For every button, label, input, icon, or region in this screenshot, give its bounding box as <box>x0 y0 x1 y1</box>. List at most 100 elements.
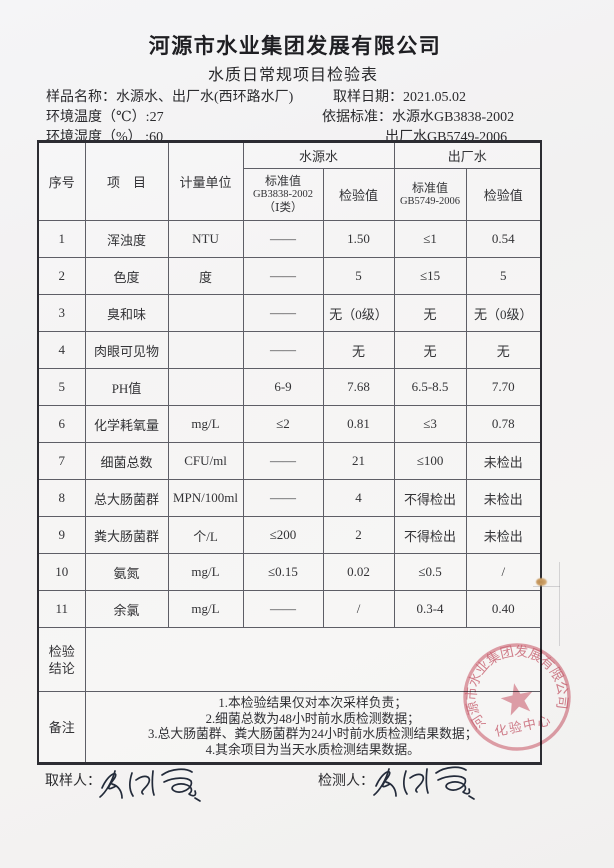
company-title: 河源市水业集团发展有限公司 <box>148 34 442 58</box>
sampler-handwritten-signature <box>99 768 201 802</box>
cell-source-check: 21 <box>322 442 395 480</box>
cell-seq: 2 <box>37 257 86 295</box>
cell-item: 细菌总数 <box>84 442 169 480</box>
cell-seq: 1 <box>37 220 86 258</box>
sampling-date-value: 2021.05.02 <box>403 90 466 105</box>
cell-outlet-check: 5 <box>465 257 542 295</box>
cell-source-check: 0.02 <box>322 553 395 591</box>
cell-source-standard: —— <box>242 294 324 332</box>
inspection-table: 序号 项 目 计量单位 水源水 出厂水 标准值 GB3838-2002 （Ⅰ类）… <box>37 140 543 765</box>
header-outlet-standard: 标准值 GB5749-2006 <box>393 168 467 221</box>
table-row: 6 化学耗氧量 mg/L ≤2 0.81 ≤3 0.78 <box>37 405 542 443</box>
sample-name-line: 样品名称：水源水、出厂水(西环路水厂) <box>46 86 293 106</box>
cell-item: 粪大肠菌群 <box>84 516 169 554</box>
cell-outlet-standard: 无 <box>393 294 467 332</box>
env-temperature-label: 环境温度（℃）: <box>46 110 150 125</box>
sample-name-label: 样品名称： <box>46 90 116 105</box>
stamp-star-icon <box>500 683 533 716</box>
cell-outlet-standard: 无 <box>393 331 467 369</box>
cell-source-standard: —— <box>242 331 324 369</box>
cell-seq: 9 <box>37 516 86 554</box>
standard-basis-label: 依据标准： <box>322 110 392 125</box>
stamp-ring-text-holder: 河源市水业集团发展有限公司 <box>453 634 574 733</box>
cell-unit <box>167 331 244 369</box>
cell-source-check: 0.81 <box>322 405 395 443</box>
source-standard-line2: GB3838-2002 <box>252 189 314 200</box>
table-sub-header-row: 标准值 GB3838-2002 （Ⅰ类） 检验值 标准值 GB5749-2006… <box>38 168 542 221</box>
cell-item: 总大肠菌群 <box>84 479 169 517</box>
cell-source-check: 无（0级） <box>322 294 395 332</box>
cell-source-check: 2 <box>322 516 395 554</box>
table-row: 1 浑浊度 NTU —— 1.50 ≤1 0.54 <box>37 220 542 258</box>
cell-source-standard: —— <box>242 590 324 628</box>
cell-item: 氨氮 <box>84 553 169 591</box>
sample-name-value: 水源水、出厂水(西环路水厂) <box>116 90 294 105</box>
cell-outlet-standard: 0.3-4 <box>393 590 467 628</box>
table-row: 4 肉眼可见物 —— 无 无 无 <box>37 331 542 369</box>
cell-outlet-standard: 不得检出 <box>393 516 467 554</box>
header-source-standard: 标准值 GB3838-2002 （Ⅰ类） <box>242 168 324 221</box>
conclusion-row: 检验 结论 <box>37 627 542 692</box>
cell-seq: 11 <box>37 590 86 628</box>
table-row: 11 余氯 mg/L —— / 0.3-4 0.40 <box>37 590 542 628</box>
cell-unit <box>167 368 244 406</box>
cell-unit: CFU/ml <box>167 442 244 480</box>
standard-basis-line: 依据标准：水源水GB3838-2002 <box>322 106 514 126</box>
cell-unit: MPN/100ml <box>167 479 244 517</box>
cell-unit <box>167 294 244 332</box>
source-standard-line1: 标准值 <box>264 174 301 188</box>
cell-source-standard: ≤200 <box>242 516 324 554</box>
cell-outlet-standard: ≤1 <box>393 220 467 258</box>
cell-outlet-standard: ≤100 <box>393 442 467 480</box>
remark-line: 2.细菌总数为48小时前水质检测数据； <box>205 711 420 726</box>
header-outlet-check-value: 检验值 <box>465 168 542 221</box>
header-item: 项 目 <box>84 141 169 221</box>
conclusion-label: 检验 结论 <box>37 627 86 692</box>
stamp-center-text: 化验中心 <box>493 712 553 739</box>
cell-source-standard: —— <box>242 479 324 517</box>
cell-source-check: 7.68 <box>322 368 395 406</box>
table-row: 7 细菌总数 CFU/ml —— 21 ≤100 未检出 <box>37 442 542 480</box>
cell-outlet-standard: 6.5-8.5 <box>393 368 467 406</box>
table-row: 3 臭和味 —— 无（0级） 无 无（0级） <box>37 294 542 332</box>
stamp-ring-text: 河源市水业集团发展有限公司 <box>453 634 574 733</box>
cell-outlet-standard: 不得检出 <box>393 479 467 517</box>
table-group-header-row: 序号 项 目 计量单位 水源水 出厂水 <box>37 141 542 221</box>
cell-source-check: 4 <box>322 479 395 517</box>
cell-seq: 5 <box>37 368 86 406</box>
cell-source-standard: ≤0.15 <box>242 553 324 591</box>
table-row: 8 总大肠菌群 MPN/100ml —— 4 不得检出 未检出 <box>37 479 542 517</box>
remark-line: 4.其余项目为当天水质检测结果数据。 <box>205 742 420 757</box>
standard-source-water: 水源水GB3838-2002 <box>392 110 515 125</box>
remarks-row: 备注 1.本检验结果仅对本次采样负责； 2.细菌总数为48小时前水质检测数据； … <box>37 691 542 764</box>
header-source-check-value: 检验值 <box>322 168 395 221</box>
cell-outlet-check: 0.54 <box>465 220 542 258</box>
table-row: 5 PH值 6-9 7.68 6.5-8.5 7.70 <box>37 368 542 406</box>
conclusion-label-line1: 检验 <box>48 643 75 659</box>
cell-source-check: / <box>322 590 395 628</box>
cell-outlet-check: 未检出 <box>465 516 542 554</box>
cell-outlet-check: 0.40 <box>465 590 542 628</box>
stamp-ring-circle <box>463 643 571 751</box>
remarks-label: 备注 <box>37 691 86 764</box>
cell-seq: 8 <box>37 479 86 517</box>
cell-outlet-check: 未检出 <box>465 442 542 480</box>
form-title: 水质日常规项目检验表 <box>207 67 378 84</box>
remark-line: 3.总大肠菌群、粪大肠菌群为24小时前水质检测结果数据； <box>148 727 478 741</box>
env-temperature-value: 27 <box>149 110 164 125</box>
cell-unit: mg/L <box>167 553 244 591</box>
cell-unit: 度 <box>167 257 244 295</box>
header-unit: 计量单位 <box>167 141 244 221</box>
cell-outlet-standard: ≤0.5 <box>393 553 467 591</box>
outlet-standard-line1: 标准值 <box>412 181 449 195</box>
tester-label: 检测人： <box>318 774 374 789</box>
paper-stain <box>536 578 547 586</box>
sampler-label: 取样人： <box>45 774 101 789</box>
cell-seq: 10 <box>37 553 86 591</box>
remarks-content: 1.本检验结果仅对本次采样负责； 2.细菌总数为48小时前水质检测数据； 3.总… <box>84 691 542 764</box>
cell-source-check: 1.50 <box>322 220 395 258</box>
conclusion-label-line2: 结论 <box>48 660 75 676</box>
cell-outlet-check: / <box>465 553 542 591</box>
cell-item: 肉眼可见物 <box>84 331 169 369</box>
source-standard-line3: （Ⅰ类） <box>263 202 303 214</box>
